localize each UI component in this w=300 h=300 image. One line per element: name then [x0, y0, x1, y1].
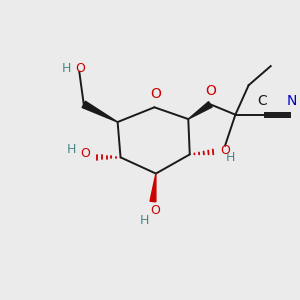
Text: H: H — [62, 62, 71, 75]
Polygon shape — [82, 101, 118, 122]
Text: O: O — [150, 204, 160, 217]
Polygon shape — [188, 102, 212, 119]
Text: O: O — [206, 85, 216, 98]
Text: H: H — [140, 214, 149, 227]
Text: H: H — [67, 142, 76, 156]
Polygon shape — [150, 174, 156, 202]
Text: C: C — [257, 94, 267, 108]
Text: O: O — [151, 87, 161, 101]
Text: O: O — [76, 62, 85, 75]
Text: N: N — [286, 94, 296, 108]
Text: O: O — [220, 143, 230, 157]
Text: H: H — [225, 151, 235, 164]
Text: O: O — [80, 147, 90, 160]
